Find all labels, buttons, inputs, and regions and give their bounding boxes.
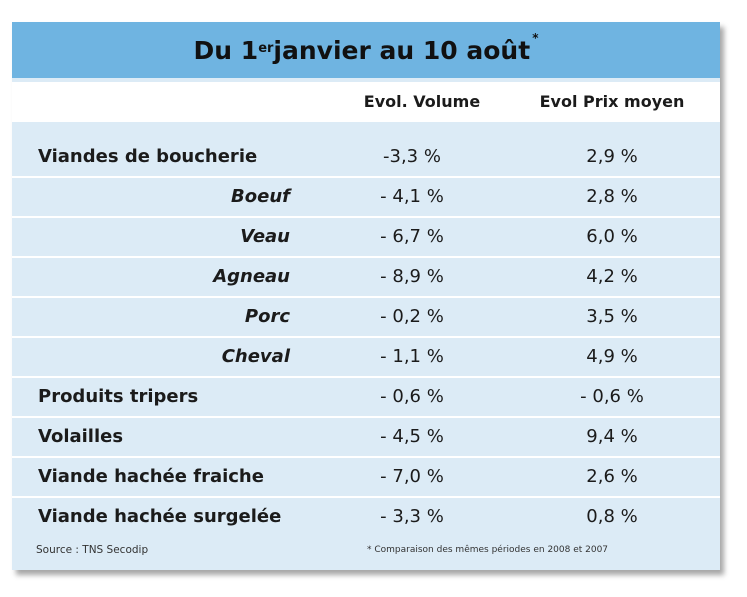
table-title: Du 1 er janvier au 10 août * xyxy=(12,22,720,78)
table-row: Porc - 0,2 % 3,5 % xyxy=(12,298,720,338)
volume-value: - 0,2 % xyxy=(380,306,444,327)
footnote: * Comparaison des mêmes périodes en 2008… xyxy=(367,545,609,555)
volume-value: - 3,3 % xyxy=(380,506,444,527)
volume-value: - 6,7 % xyxy=(380,226,444,247)
prix-value: 6,0 % xyxy=(586,226,638,247)
volume-value: - 4,5 % xyxy=(380,426,444,447)
row-label: Porc xyxy=(244,306,290,327)
title-suffix: janvier au 10 août xyxy=(273,35,531,65)
row-label: Agneau xyxy=(213,266,290,287)
prix-value: 4,2 % xyxy=(586,266,638,287)
prix-value: 4,9 % xyxy=(586,346,638,367)
table-row: Viande hachée surgelée - 3,3 % 0,8 % xyxy=(12,498,720,538)
table-row: Cheval - 1,1 % 4,9 % xyxy=(12,338,720,378)
prix-value: 9,4 % xyxy=(586,426,638,447)
prix-value: - 0,6 % xyxy=(580,386,644,407)
column-header-strip xyxy=(12,82,720,122)
row-label: Viandes de boucherie xyxy=(38,146,258,167)
volume-value: - 0,6 % xyxy=(380,386,444,407)
row-label: Produits tripers xyxy=(38,386,199,407)
table-row: Viande hachée fraiche - 7,0 % 2,6 % xyxy=(12,458,720,498)
table-body: Viandes de boucherie -3,3 % 2,9 % Boeuf - 4,… xyxy=(12,138,720,538)
column-header-prix: Evol Prix moyen xyxy=(539,92,685,111)
volume-value: - 4,1 % xyxy=(380,186,444,207)
table-row: Agneau - 8,9 % 4,2 % xyxy=(12,258,720,298)
table-row: Produits tripers - 0,6 % - 0,6 % xyxy=(12,378,720,418)
table-row: Boeuf - 4,1 % 2,8 % xyxy=(12,178,720,218)
title-prefix: Du 1 xyxy=(193,35,259,65)
row-label: Boeuf xyxy=(231,186,290,207)
data-table-card: Du 1 er janvier au 10 août * Evol. Volume … xyxy=(12,22,720,570)
title-superscript: er xyxy=(258,40,274,56)
row-label: Cheval xyxy=(221,346,290,367)
row-label: Viande hachée surgelée xyxy=(38,506,282,527)
volume-value: - 1,1 % xyxy=(380,346,444,367)
prix-value: 2,6 % xyxy=(586,466,638,487)
table-row: Veau - 6,7 % 6,0 % xyxy=(12,218,720,258)
title-asterisk: * xyxy=(532,31,539,45)
prix-value: 0,8 % xyxy=(586,506,638,527)
volume-value: -3,3 % xyxy=(383,146,441,167)
volume-value: - 7,0 % xyxy=(380,466,444,487)
prix-value: 2,9 % xyxy=(586,146,638,167)
table-row: Volailles - 4,5 % 9,4 % xyxy=(12,418,720,458)
row-label: Volailles xyxy=(38,426,124,447)
volume-value: - 8,9 % xyxy=(380,266,444,287)
row-label: Veau xyxy=(240,226,290,247)
source-note: Source : TNS Secodip xyxy=(36,544,149,556)
prix-value: 3,5 % xyxy=(586,306,638,327)
prix-value: 2,8 % xyxy=(586,186,638,207)
row-label: Viande hachée fraiche xyxy=(38,466,264,487)
table-row: Viandes de boucherie -3,3 % 2,9 % xyxy=(12,138,720,178)
column-header-volume: Evol. Volume xyxy=(363,92,481,111)
